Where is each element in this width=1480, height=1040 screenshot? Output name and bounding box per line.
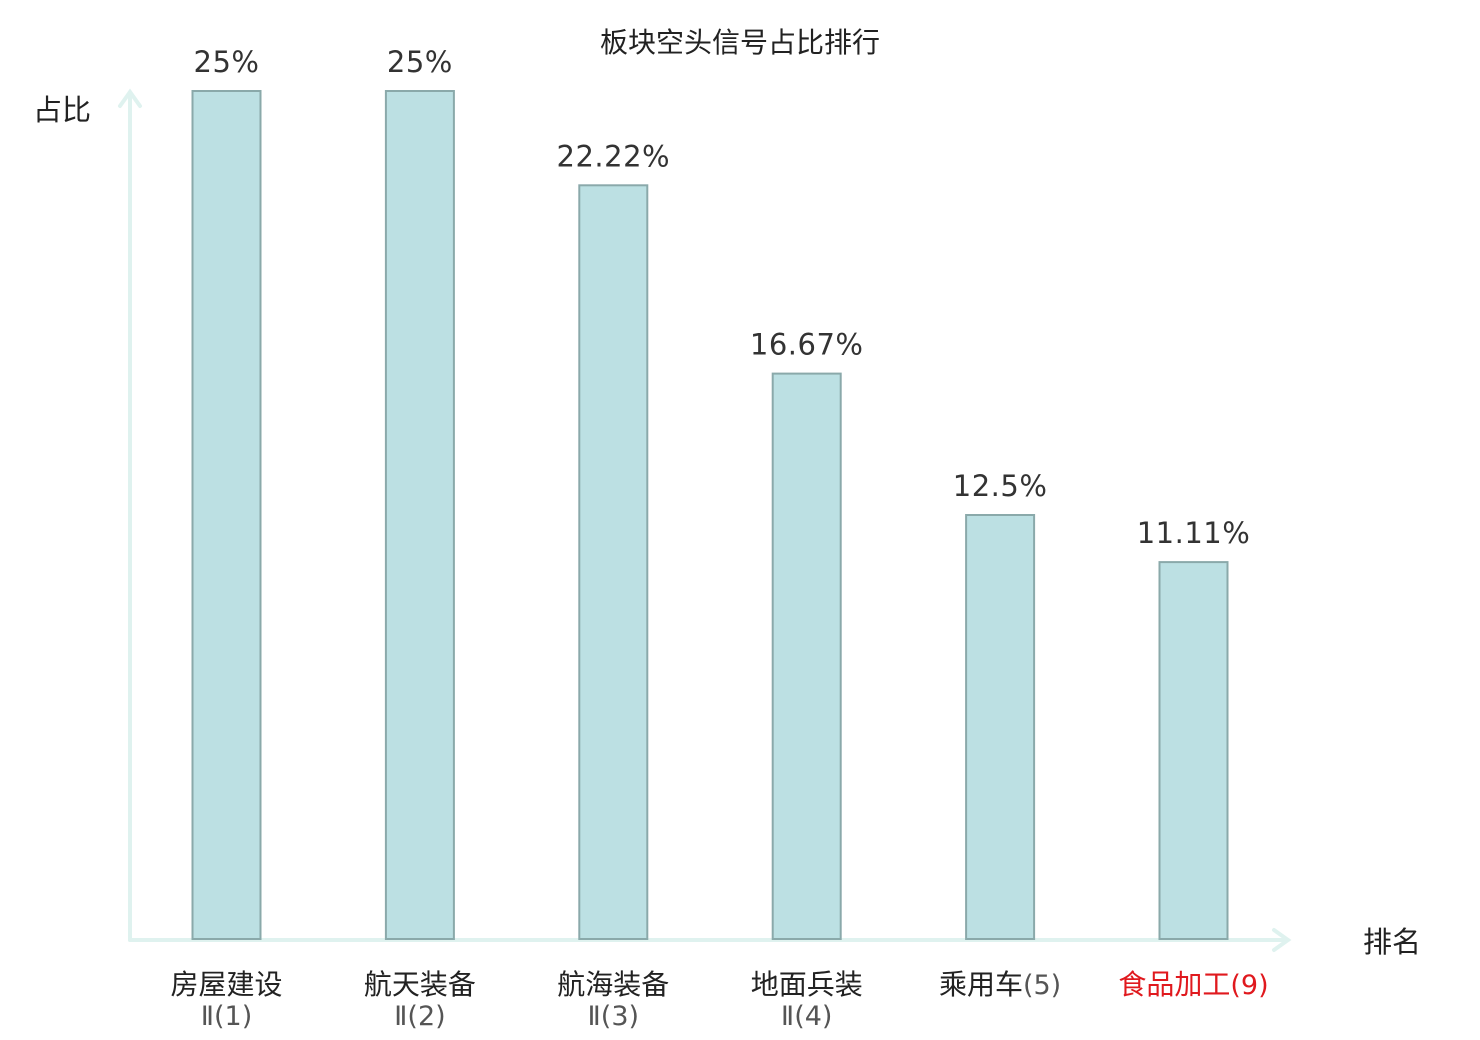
bar-2 [384,90,455,940]
x-axis-label: 排名 [1363,925,1421,959]
category-label-3: 航海装备 [557,968,669,1001]
bar-6 [1158,561,1229,940]
y-axis-label: 占比 [33,93,91,127]
category-label-1: 房屋建设 [170,968,282,1001]
value-label-3: 22.22% [557,139,671,173]
x-axis-line [128,928,1292,952]
category-rank-5: (5) [1023,970,1061,1001]
value-label-4: 16.67% [750,328,864,362]
category-rank-3: Ⅱ(3) [588,1001,640,1032]
bar-5 [965,514,1036,940]
value-label-5: 12.5% [953,469,1048,503]
value-labels: 25% 25% 22.22% 16.67% 12.5% 11.11% [194,45,1251,550]
category-label-2: 航天装备 [364,968,476,1001]
bar-3 [578,184,649,941]
bar-series [191,90,1229,941]
chart-title: 板块空头信号占比排行 [600,26,880,59]
category-rank-6: (9) [1230,970,1268,1001]
y-axis-line [118,88,142,942]
category-rank-1: Ⅱ(1) [201,1001,253,1032]
value-label-1: 25% [194,45,260,79]
category-rank-4: Ⅱ(4) [781,1001,833,1032]
value-label-6: 11.11% [1137,516,1251,550]
category-name-5: 乘用车 [939,968,1023,1001]
category-label-5: 乘用车(5) [939,968,1061,1001]
value-label-2: 25% [387,45,453,79]
category-rank-2: Ⅱ(2) [394,1001,446,1032]
category-label-6: 食品加工(9) [1118,968,1268,1001]
category-label-4: 地面兵装 [751,968,863,1001]
bar-1 [191,90,262,940]
bar-4 [771,372,842,941]
category-name-6: 食品加工 [1118,968,1230,1001]
